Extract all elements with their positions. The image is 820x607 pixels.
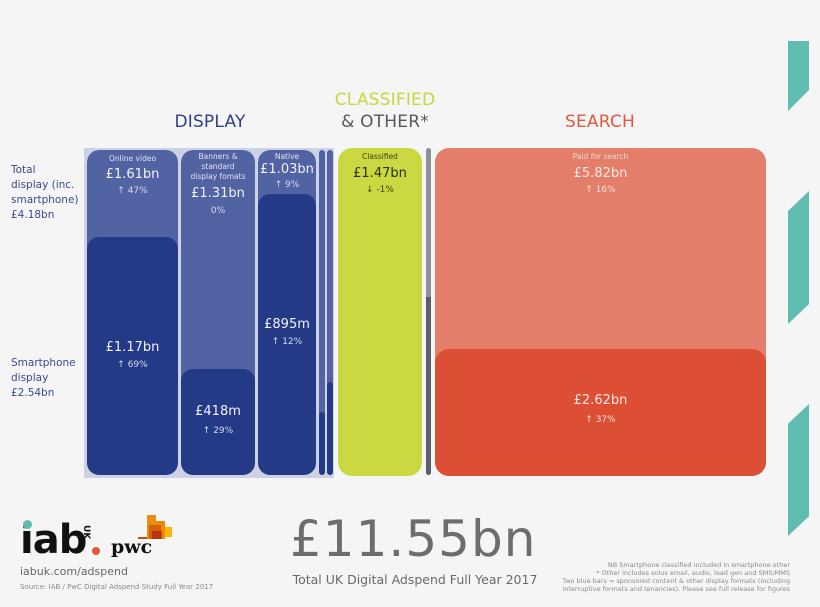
- bar-smartphone-value: £895m: [264, 317, 310, 332]
- bar-smartphone-value: £1.17bn: [105, 340, 160, 355]
- smartphone-display-value: £2.54bn: [11, 387, 55, 399]
- footnote: interruptive formats and tenancies). Ple…: [562, 585, 790, 593]
- iab-uk-dot: [92, 547, 100, 555]
- bar-total-value: £1.03bn: [260, 162, 314, 177]
- decorative-stripe: [788, 191, 809, 324]
- bar-total-change: ↑ 47%: [117, 186, 148, 196]
- bar-smartphone-change: ↑ 29%: [202, 426, 234, 436]
- bar-smartphone-change: ↑ 37%: [585, 415, 616, 425]
- bar-smartphone: [319, 412, 325, 475]
- bar-label-line: standard: [201, 162, 235, 171]
- bar-label: Classified: [362, 152, 398, 161]
- bar-native[interactable]: Native £1.03bn ↑ 9% £895m ↑ 12%: [258, 150, 316, 475]
- bar-total-change: ↑ 16%: [585, 185, 616, 195]
- display-title: DISPLAY: [174, 112, 246, 132]
- bar-other[interactable]: [426, 148, 431, 475]
- bar-total-value: £1.31bn: [191, 186, 245, 201]
- bar-smartphone: [435, 349, 766, 476]
- smartphone-display-label: Smartphone display £2.54bn: [11, 356, 76, 401]
- total-display-line: Total: [11, 164, 36, 176]
- bar-smartphone-value: £2.62bn: [573, 393, 628, 408]
- footnote: * Other includes solus email, audio, lea…: [596, 569, 790, 577]
- decorative-stripe: [788, 404, 809, 536]
- other-title: & OTHER*: [341, 112, 429, 132]
- classified-title: CLASSIFIED: [334, 90, 436, 110]
- total-display-line: display (inc.: [11, 179, 75, 191]
- pwc-logo-icon: [138, 515, 172, 539]
- bar-total-change: ↓ -1%: [366, 185, 394, 195]
- total-display-label: Total display (inc. smartphone) £4.18bn: [11, 163, 79, 223]
- total-caption: Total UK Digital Adspend Full Year 2017: [292, 572, 538, 587]
- bar-smartphone-change: ↑ 69%: [117, 360, 148, 370]
- bar-other-display-formats[interactable]: [327, 150, 333, 475]
- footnote: NB Smartphone classified included in sma…: [607, 561, 790, 569]
- iab-url-link[interactable]: iabuk.com/adspend: [20, 565, 128, 578]
- iab-uk-label: UK: [81, 525, 91, 540]
- iab-logo-dot: [23, 520, 32, 529]
- bar-total-value: £5.82bn: [573, 166, 628, 181]
- total-amount: £11.55bn: [290, 510, 537, 568]
- footnotes: NB Smartphone classified included in sma…: [562, 561, 790, 593]
- bar-sponsored-content[interactable]: [319, 150, 325, 475]
- bar-label: Online video: [108, 154, 157, 163]
- bar-smartphone: [87, 237, 178, 475]
- source-text: Source: IAB / PwC Digital Adspend Study …: [20, 583, 214, 591]
- bar-total-value: £1.47bn: [353, 166, 407, 181]
- bar-total-change: 0%: [210, 206, 226, 216]
- bar-label-line: display fomats: [190, 172, 246, 181]
- bar-smartphone: [327, 382, 333, 475]
- bar-smartphone: [181, 369, 255, 475]
- bar-total-change: ↑ 9%: [274, 180, 300, 190]
- bar-smartphone: [258, 194, 316, 475]
- bar-search[interactable]: Paid for search £5.82bn ↑ 16% £2.62bn ↑ …: [435, 148, 766, 476]
- decorative-stripe: [788, 41, 809, 111]
- bar-total-value: £1.61bn: [105, 167, 160, 182]
- total-display-line: smartphone): [11, 194, 79, 206]
- bar-classified[interactable]: Classified £1.47bn ↓ -1%: [338, 148, 422, 476]
- bar-smartphone-change: ↑ 12%: [271, 337, 303, 347]
- total-display-value: £4.18bn: [11, 209, 55, 221]
- bar-label: Paid for search: [572, 152, 629, 161]
- smartphone-display-line: display: [11, 372, 49, 384]
- bar-online-video[interactable]: Online video £1.61bn ↑ 47% £1.17bn ↑ 69%: [87, 150, 178, 475]
- bar-smartphone-value: £418m: [195, 404, 241, 419]
- bar-smartphone: [426, 297, 431, 475]
- bar-label-line: Banners &: [198, 152, 238, 161]
- bar-banners[interactable]: Banners & standard display fomats £1.31b…: [181, 150, 255, 475]
- pwc-logo: pwc: [111, 536, 153, 558]
- footnote: Two blue bars = sponsored content & othe…: [562, 577, 790, 585]
- bar-label: Native: [274, 152, 300, 161]
- smartphone-display-line: Smartphone: [11, 357, 76, 369]
- bar-label: Banners & standard display fomats: [181, 152, 255, 182]
- search-title: SEARCH: [565, 112, 635, 132]
